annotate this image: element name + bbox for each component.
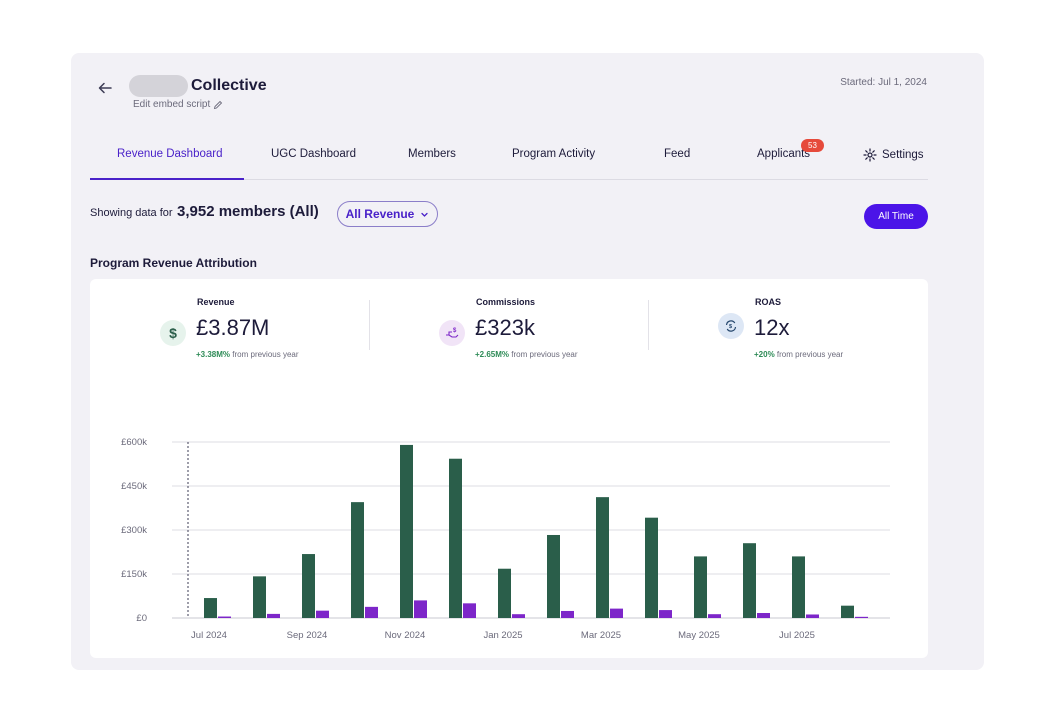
revenue-bar	[743, 543, 756, 618]
kpi-divider	[648, 300, 649, 350]
revenue-bar	[596, 497, 609, 618]
kpi-revenue-delta-value: +3.38M%	[196, 350, 231, 359]
revenue-bar	[302, 554, 315, 618]
commission-bar	[463, 603, 476, 618]
commission-bar	[855, 616, 868, 618]
kpi-commissions-delta-suffix: from previous year	[511, 350, 578, 359]
commission-bar	[659, 610, 672, 618]
revenue-bar-chart: £0 £150k £300k £450k £600k Jul 2024 Sep 2024 No…	[121, 437, 890, 641]
commission-bar	[610, 608, 623, 618]
org-name: Collective	[191, 77, 267, 94]
y-tick-label: £450k	[121, 481, 147, 492]
x-tick-label: Mar 2025	[581, 630, 621, 641]
kpi-roas-delta: +20% from previous year	[754, 348, 884, 361]
pencil-icon	[214, 100, 223, 109]
revenue-bar	[792, 556, 805, 618]
active-tab-indicator	[90, 178, 244, 180]
revenue-bar	[547, 534, 560, 618]
revenue-filter-value: All Revenue	[345, 207, 415, 221]
dollar-icon: $	[160, 320, 186, 346]
commission-bar	[218, 616, 231, 618]
gear-icon	[863, 148, 877, 162]
x-tick-label: Nov 2024	[385, 630, 426, 641]
kpi-roas-delta-value: +20%	[754, 350, 775, 359]
commission-bar	[365, 606, 378, 618]
settings-label: Settings	[882, 149, 924, 161]
revenue-bar	[351, 502, 364, 618]
commission-bar	[267, 613, 280, 618]
tab-applicants[interactable]: Applicants	[757, 148, 811, 160]
x-tick-label: Sep 2024	[287, 630, 328, 641]
commission-bar	[757, 613, 770, 618]
revenue-bar	[694, 556, 707, 618]
y-tick-label: £300k	[121, 525, 147, 536]
kpi-revenue-delta: +3.38M% from previous year	[196, 348, 306, 361]
applicants-count-badge: 53	[801, 139, 824, 152]
kpi-commissions-delta: +2.65M% from previous year	[475, 348, 585, 361]
kpi-divider	[369, 300, 370, 350]
kpi-commissions-label: Commissions	[476, 297, 536, 307]
all-time-button[interactable]: All Time	[864, 204, 928, 229]
kpi-commissions-value: £323k	[475, 315, 535, 340]
org-logo	[129, 75, 188, 97]
back-arrow-icon[interactable]	[97, 80, 113, 96]
commission-bar	[708, 614, 721, 618]
members-count: 3,952 members (All)	[177, 203, 319, 220]
revenue-bar	[645, 517, 658, 618]
commission-bar	[561, 610, 574, 618]
revenue-bar	[400, 444, 413, 618]
commission-bar	[806, 614, 819, 618]
revenue-bar	[204, 598, 217, 618]
settings-button[interactable]: Settings	[863, 148, 924, 162]
y-tick-label: £0	[136, 613, 147, 624]
chevron-down-icon	[421, 212, 428, 217]
kpi-roas-delta-suffix: from previous year	[776, 350, 844, 359]
tab-revenue-dashboard[interactable]: Revenue Dashboard	[117, 148, 223, 160]
tab-ugc-dashboard[interactable]: UGC Dashboard	[271, 148, 357, 160]
revenue-bar	[498, 568, 511, 618]
svg-text:$: $	[453, 328, 457, 334]
revenue-bar	[449, 458, 462, 618]
tab-program-activity[interactable]: Program Activity	[512, 148, 596, 160]
y-tick-label: £600k	[121, 437, 147, 448]
x-tick-label: Jul 2025	[779, 630, 815, 641]
commission-bar	[414, 600, 427, 618]
tab-members[interactable]: Members	[408, 148, 456, 160]
kpi-roas-value: 12x	[754, 315, 790, 340]
kpi-revenue-delta-suffix: from previous year	[232, 350, 299, 359]
revenue-bar	[253, 576, 266, 618]
started-date: Started: Jul 1, 2024	[840, 77, 927, 88]
kpi-revenue-label: Revenue	[197, 297, 235, 307]
edit-embed-label: Edit embed script	[133, 99, 211, 110]
commission-bar	[512, 614, 525, 618]
svg-text:$: $	[729, 324, 732, 330]
x-tick-label: Jul 2024	[191, 630, 227, 641]
kpi-roas-label: ROAS	[755, 297, 782, 307]
x-tick-label: Jan 2025	[483, 630, 522, 641]
refresh-currency-icon: $	[718, 313, 744, 339]
kpi-commissions-delta-value: +2.65M%	[475, 350, 510, 359]
edit-embed-link[interactable]: Edit embed script	[133, 99, 223, 110]
y-tick-label: £150k	[121, 569, 147, 580]
tab-feed[interactable]: Feed	[664, 148, 691, 160]
section-title: Program Revenue Attribution	[90, 256, 257, 270]
hand-money-icon: $	[439, 320, 465, 346]
x-tick-label: May 2025	[678, 630, 720, 641]
commission-bar	[316, 610, 329, 618]
revenue-filter-select[interactable]: All Revenue	[337, 201, 438, 227]
revenue-bar	[841, 605, 854, 618]
kpi-revenue-value: £3.87M	[196, 315, 270, 340]
showing-data-label: Showing data for	[90, 207, 173, 219]
tab-bar: Revenue Dashboard UGC Dashboard Members …	[90, 140, 928, 180]
